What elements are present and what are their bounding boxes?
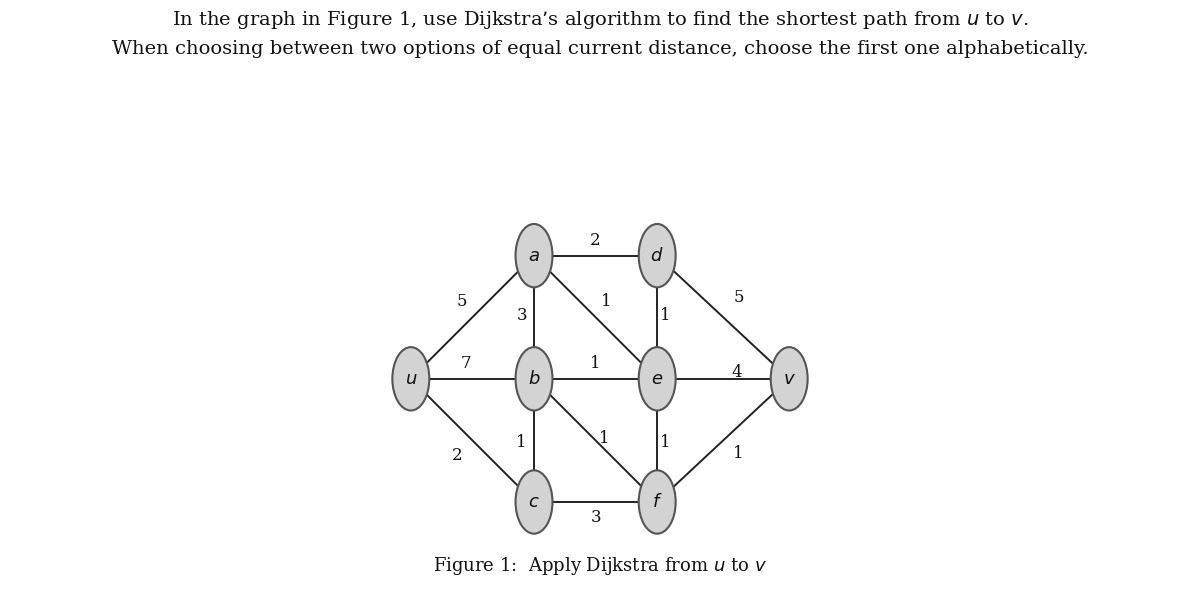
Text: $u$: $u$ — [404, 370, 418, 388]
Ellipse shape — [516, 224, 552, 287]
Ellipse shape — [638, 470, 676, 533]
Text: $d$: $d$ — [650, 247, 664, 265]
Ellipse shape — [516, 470, 552, 533]
Text: $v$: $v$ — [782, 370, 796, 388]
Text: 1: 1 — [601, 293, 612, 310]
Ellipse shape — [392, 347, 430, 411]
Text: 1: 1 — [660, 434, 671, 451]
Text: $e$: $e$ — [652, 370, 664, 388]
Ellipse shape — [638, 224, 676, 287]
Ellipse shape — [638, 347, 676, 411]
Text: $b$: $b$ — [528, 370, 540, 388]
Text: In the graph in Figure 1, use Dijkstra’s algorithm to find the shortest path fro: In the graph in Figure 1, use Dijkstra’s… — [172, 9, 1028, 31]
Text: 1: 1 — [660, 307, 671, 324]
Text: 1: 1 — [516, 434, 527, 451]
Text: 2: 2 — [590, 232, 601, 249]
Text: 5: 5 — [733, 289, 744, 306]
Text: $a$: $a$ — [528, 247, 540, 265]
Text: 3: 3 — [590, 509, 601, 526]
Text: 4: 4 — [731, 364, 742, 381]
Text: 1: 1 — [599, 430, 610, 447]
Ellipse shape — [516, 347, 552, 411]
Text: $c$: $c$ — [528, 493, 540, 511]
Text: Figure 1:  Apply Dijkstra from $u$ to $v$: Figure 1: Apply Dijkstra from $u$ to $v$ — [433, 555, 767, 577]
Text: 3: 3 — [516, 307, 527, 324]
Text: 7: 7 — [461, 355, 472, 372]
Text: 1: 1 — [733, 445, 744, 462]
Text: When choosing between two options of equal current distance, choose the first on: When choosing between two options of equ… — [112, 40, 1088, 57]
Text: $f$: $f$ — [652, 493, 662, 511]
Text: 2: 2 — [451, 447, 462, 464]
Ellipse shape — [770, 347, 808, 411]
Text: 5: 5 — [456, 293, 467, 310]
Text: 1: 1 — [590, 355, 601, 372]
